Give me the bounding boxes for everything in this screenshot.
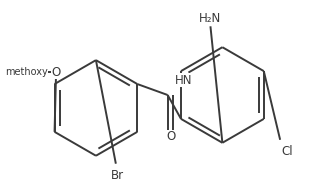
Text: O: O	[166, 130, 175, 143]
Text: methoxy: methoxy	[5, 67, 48, 77]
Text: HN: HN	[175, 74, 192, 87]
Text: O: O	[51, 66, 61, 79]
Text: Cl: Cl	[281, 145, 293, 158]
Text: Br: Br	[111, 169, 124, 182]
Text: H₂N: H₂N	[199, 12, 222, 25]
